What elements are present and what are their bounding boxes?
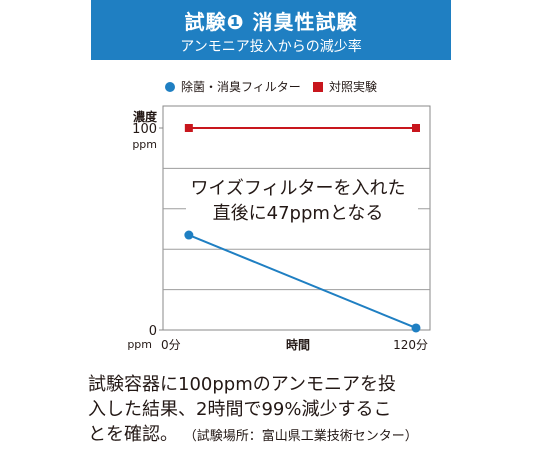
plot-frame bbox=[162, 105, 431, 331]
chart-subtitle: アンモニア投入からの減少率 bbox=[180, 39, 362, 55]
legend-label-control: 対照実験 bbox=[329, 80, 378, 94]
test-location-note: （試験場所：富山県工業技術センター） bbox=[183, 429, 418, 444]
footer-line: 入した結果、2時間で99%減少するこ bbox=[88, 399, 392, 420]
annotation-line: 直後に47ppmとなる bbox=[213, 203, 384, 224]
data-point-filter bbox=[411, 323, 421, 333]
data-point-control bbox=[412, 124, 420, 132]
legend-label-filter: 除菌・消臭フィルター bbox=[181, 80, 301, 94]
data-point-filter bbox=[184, 230, 194, 240]
footer-line: 試験容器に100ppmのアンモニアを投 bbox=[88, 374, 397, 395]
x-tick-label: 0分 bbox=[161, 338, 181, 352]
chart-header: 試験❶ 消臭性試験 アンモニア投入からの減少率 bbox=[91, 0, 451, 60]
y-unit-label: ppm bbox=[127, 338, 152, 351]
annotation-background bbox=[186, 170, 418, 224]
footer-line-text: とを確認。 bbox=[88, 424, 178, 445]
y-axis-title: 濃度 bbox=[133, 109, 158, 124]
annotation-line: ワイズフィルターを入れた bbox=[190, 178, 405, 199]
chart-title: 試験❶ 消臭性試験 bbox=[184, 10, 358, 34]
footer-line-last: とを確認。 （試験場所：富山県工業技術センター） bbox=[88, 422, 528, 449]
legend-square-marker bbox=[313, 82, 323, 92]
x-tick-label: 120分 bbox=[393, 338, 428, 352]
x-axis-title: 時間 bbox=[286, 337, 310, 352]
y-unit-label: ppm bbox=[132, 138, 157, 151]
y-tick-label: 100 bbox=[132, 122, 157, 137]
footer-text: 試験容器に100ppmのアンモニアを投 入した結果、2時間で99%減少するこ と… bbox=[88, 372, 528, 449]
series-line-filter bbox=[188, 234, 417, 329]
legend-circle-marker bbox=[165, 82, 175, 92]
y-tick-label: 0 bbox=[149, 324, 157, 339]
data-point-control bbox=[184, 124, 193, 132]
